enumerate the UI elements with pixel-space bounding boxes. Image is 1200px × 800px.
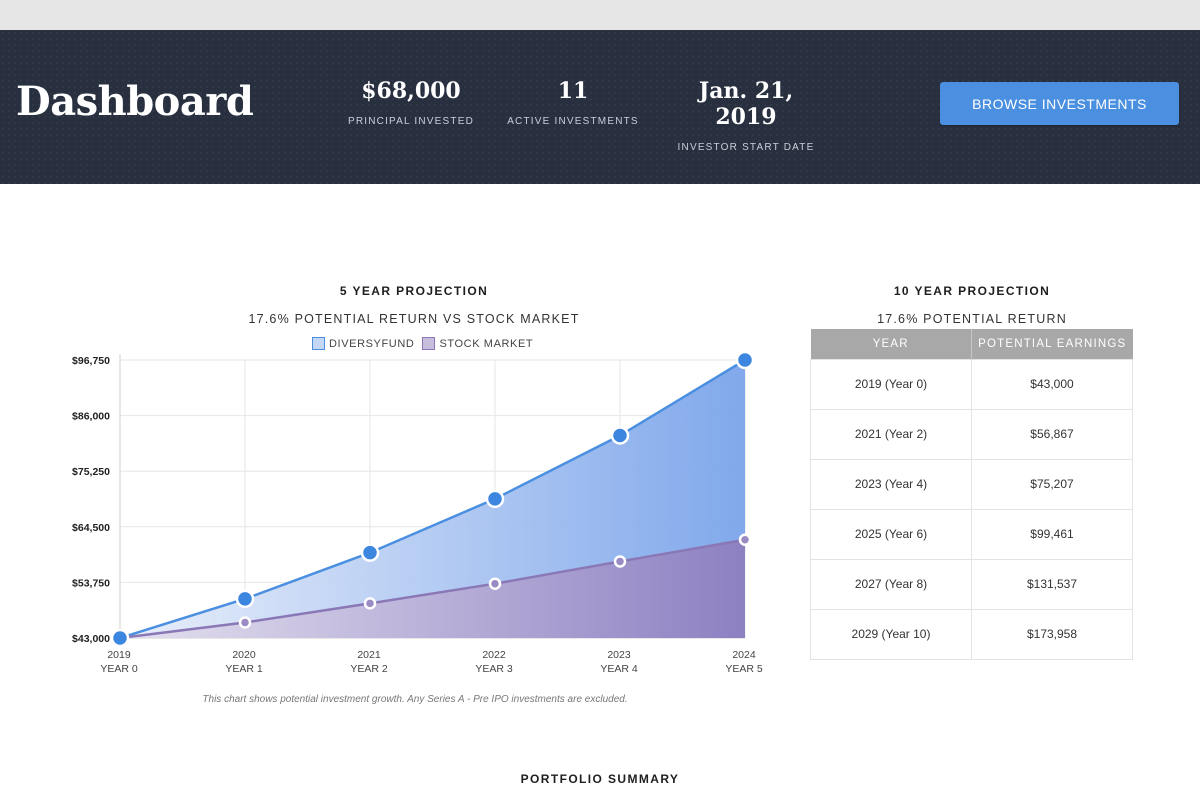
- cell-earnings: $43,000: [971, 358, 1133, 410]
- x-tick-label: 2022: [482, 649, 506, 661]
- series-area-stock-market: [120, 539, 745, 638]
- cell-year: 2029 (Year 10): [810, 608, 972, 660]
- data-point-diversyfund: [485, 489, 505, 509]
- ten-year-projection-subtitle: 17.6% POTENTIAL RETURN: [877, 312, 1067, 326]
- column-header-potential-earnings: POTENTIAL EARNINGS: [971, 329, 1133, 359]
- data-point-diversyfund: [360, 543, 380, 562]
- five-year-projection-subtitle: 17.6% POTENTIAL RETURN VS STOCK MARKET: [248, 312, 580, 326]
- chart-legend: DIVERSYFUND STOCK MARKET: [312, 337, 541, 350]
- y-tick-label: $96,750: [72, 355, 110, 367]
- stat-label: ACTIVE INVESTMENTS: [507, 116, 639, 127]
- stat-label: INVESTOR START DATE: [677, 142, 815, 153]
- chart-footnote: This chart shows potential investment gr…: [202, 694, 628, 705]
- table-row: 2029 (Year 10) $173,958: [810, 608, 1133, 660]
- table-row: 2019 (Year 0) $43,000: [810, 358, 1133, 410]
- cell-earnings: $131,537: [971, 558, 1133, 610]
- data-point-diversyfund: [610, 426, 630, 445]
- legend-swatch-icon: [312, 337, 325, 350]
- cell-earnings: $75,207: [971, 458, 1133, 510]
- legend-swatch-icon: [422, 337, 436, 350]
- browse-investments-button[interactable]: BROWSE INVESTMENTS: [940, 82, 1179, 125]
- legend-item-diversyfund[interactable]: DIVERSYFUND: [312, 337, 414, 350]
- five-year-projection-chart: $43,000 $53,750 $64,500 $75,250 $86,000 $96,7…: [72, 350, 763, 675]
- stat-value: Jan. 21, 2019: [698, 78, 794, 130]
- x-tick-sublabel: YEAR 3: [475, 663, 513, 675]
- x-tick-label: 2020: [232, 649, 256, 661]
- legend-item-stock-market[interactable]: STOCK MARKET: [422, 337, 533, 350]
- x-tick-sublabel: YEAR 0: [100, 663, 138, 675]
- cell-year: 2019 (Year 0): [810, 358, 972, 410]
- stat-principal-invested: $68,000 PRINCIPAL INVESTED: [341, 78, 481, 127]
- y-tick-label: $53,750: [72, 577, 110, 589]
- cell-earnings: $173,958: [971, 608, 1133, 660]
- data-point-stock-market: [363, 597, 377, 610]
- data-point-stock-market: [238, 616, 252, 629]
- y-tick-label: $43,000: [72, 633, 110, 645]
- browser-top-bar: [0, 0, 1200, 30]
- dashboard-header: Dashboard $68,000 PRINCIPAL INVESTED 11 …: [0, 30, 1200, 184]
- legend-label: DIVERSYFUND: [329, 337, 415, 350]
- five-year-projection-title: 5 YEAR PROJECTION: [339, 284, 489, 298]
- x-tick-sublabel: YEAR 2: [350, 663, 388, 675]
- cell-earnings: $99,461: [971, 508, 1133, 560]
- ten-year-projection-table: YEAR POTENTIAL EARNINGS 2019 (Year 0) $4…: [810, 329, 1133, 660]
- stat-value: $68,000: [361, 78, 461, 104]
- y-tick-label: $64,500: [72, 522, 110, 534]
- table-row: 2025 (Year 6) $99,461: [810, 508, 1133, 560]
- page-title: Dashboard: [16, 78, 254, 125]
- x-tick-label: 2021: [357, 649, 381, 661]
- stat-investor-start-date: Jan. 21, 2019 INVESTOR START DATE: [666, 78, 826, 153]
- data-point-diversyfund: [110, 628, 130, 648]
- stat-active-investments: 11 ACTIVE INVESTMENTS: [503, 78, 643, 127]
- cell-year: 2023 (Year 4): [810, 458, 972, 510]
- cell-year: 2021 (Year 2): [810, 408, 972, 460]
- y-tick-label: $86,000: [72, 411, 110, 423]
- column-header-year: YEAR: [810, 329, 972, 359]
- x-tick-label: 2024: [732, 649, 756, 661]
- series-line-stock-market: [119, 538, 746, 640]
- stat-value: 11: [557, 78, 589, 104]
- data-point-stock-market: [738, 533, 752, 546]
- series-line-diversyfund: [119, 358, 746, 640]
- x-tick-sublabel: YEAR 1: [225, 663, 263, 675]
- data-point-stock-market: [613, 555, 627, 568]
- stat-label: PRINCIPAL INVESTED: [347, 116, 475, 127]
- table-row: 2027 (Year 8) $131,537: [810, 558, 1133, 610]
- ten-year-projection-title: 10 YEAR PROJECTION: [893, 284, 1051, 298]
- cell-year: 2025 (Year 6): [810, 508, 972, 560]
- table-row: 2023 (Year 4) $75,207: [810, 458, 1133, 510]
- cell-year: 2027 (Year 8): [810, 558, 972, 610]
- data-point-diversyfund: [735, 350, 755, 370]
- data-point-stock-market: [488, 577, 502, 590]
- portfolio-summary-title: PORTFOLIO SUMMARY: [520, 772, 680, 786]
- x-tick-label: 2023: [607, 649, 631, 661]
- x-tick-sublabel: YEAR 4: [600, 663, 638, 675]
- y-tick-label: $75,250: [72, 466, 110, 478]
- table-row: 2021 (Year 2) $56,867: [810, 408, 1133, 460]
- x-tick-sublabel: YEAR 5: [725, 663, 763, 675]
- table-header-row: YEAR POTENTIAL EARNINGS: [810, 329, 1133, 359]
- legend-label: STOCK MARKET: [439, 337, 534, 350]
- data-point-diversyfund: [235, 589, 255, 609]
- cell-earnings: $56,867: [971, 408, 1133, 460]
- x-tick-label: 2019: [107, 649, 131, 661]
